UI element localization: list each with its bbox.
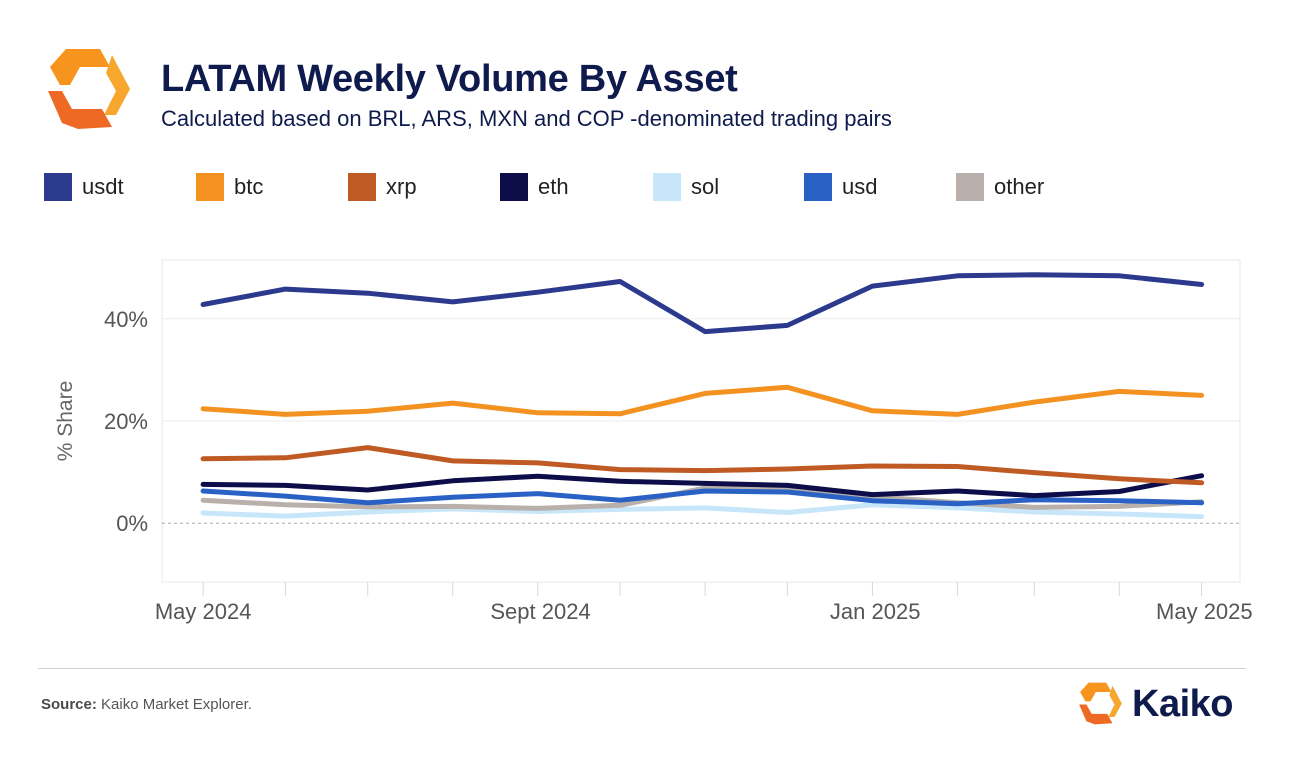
x-tick-label: Jan 2025 bbox=[830, 599, 921, 624]
series-line-usdt bbox=[200, 272, 1205, 335]
legend-item-eth: eth bbox=[500, 172, 569, 202]
series-line-btc bbox=[200, 384, 1205, 417]
legend-swatch-btc bbox=[196, 173, 224, 201]
legend-label-btc: btc bbox=[234, 174, 264, 199]
legend-label-usdt: usdt bbox=[82, 174, 124, 199]
legend-swatch-usdt bbox=[44, 173, 72, 201]
footer-divider bbox=[38, 668, 1246, 669]
legend-item-usdt: usdt bbox=[44, 172, 124, 202]
legend-swatch-eth bbox=[500, 173, 528, 201]
y-axis-label: % Share bbox=[54, 381, 77, 462]
legend-swatch-other bbox=[956, 173, 984, 201]
legend-label-sol: sol bbox=[691, 174, 720, 199]
x-tick-label: May 2024 bbox=[155, 599, 252, 624]
legend-label-usd: usd bbox=[842, 174, 878, 199]
series-line-xrp bbox=[200, 445, 1205, 486]
legend-item-other: other bbox=[956, 172, 1044, 202]
legend-item-sol: sol bbox=[653, 172, 719, 202]
source-note: Source: Kaiko Market Explorer. bbox=[41, 696, 252, 713]
y-tick-label: 40% bbox=[104, 307, 148, 332]
chart-subtitle: Calculated based on BRL, ARS, MXN and CO… bbox=[161, 106, 892, 131]
legend-label-other: other bbox=[994, 174, 1045, 199]
y-tick-label: 0% bbox=[116, 511, 148, 536]
source-text: Kaiko Market Explorer. bbox=[101, 696, 252, 713]
legend-swatch-sol bbox=[653, 173, 681, 201]
source-label: Source: bbox=[41, 696, 97, 713]
brand-name: Kaiko bbox=[1132, 682, 1233, 725]
series-line-other bbox=[200, 485, 1205, 511]
legend-swatch-usd bbox=[804, 173, 832, 201]
x-tick-label: Sept 2024 bbox=[490, 599, 590, 624]
kaiko-brand-icon bbox=[1079, 682, 1122, 725]
brand-wordmark: Kaiko bbox=[1076, 680, 1233, 728]
series-line-eth bbox=[200, 473, 1205, 499]
series-line-usd bbox=[200, 488, 1205, 507]
legend-item-btc: btc bbox=[196, 172, 263, 202]
legend-swatch-xrp bbox=[348, 173, 376, 201]
series-line-sol bbox=[200, 502, 1205, 520]
legend-label-eth: eth bbox=[538, 174, 569, 199]
chart-title: LATAM Weekly Volume By Asset bbox=[161, 58, 738, 100]
legend: usdt btc xrp eth sol usd other bbox=[44, 172, 1164, 202]
y-tick-label: 20% bbox=[104, 409, 148, 434]
legend-label-xrp: xrp bbox=[386, 174, 417, 199]
legend-item-usd: usd bbox=[804, 172, 877, 202]
legend-item-xrp: xrp bbox=[348, 172, 417, 202]
x-tick-label: May 2025 bbox=[1156, 599, 1253, 624]
kaiko-logo-icon bbox=[48, 49, 130, 129]
